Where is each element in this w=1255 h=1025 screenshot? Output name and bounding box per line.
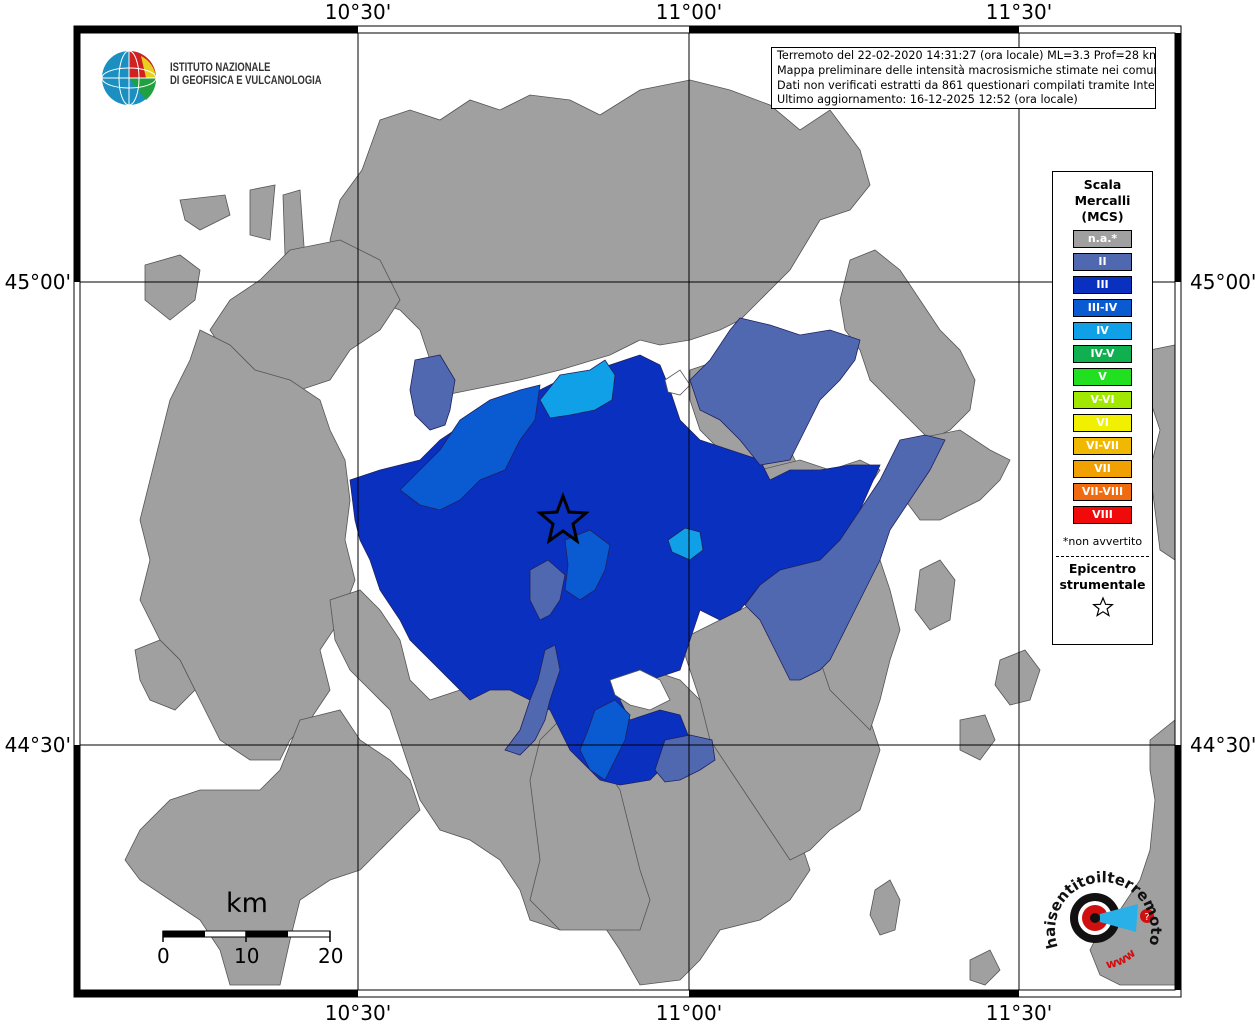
legend-epicenter-label: Epicentro strumentale [1053,561,1152,593]
info-line-2: Mappa preliminare delle intensità macros… [777,63,1156,77]
map-frame [73,25,1182,998]
legend-divider [1056,556,1149,557]
svg-text:?: ? [1144,912,1149,923]
event-info-box: Terremoto del 22-02-2020 14:31:27 (ora l… [771,47,1156,109]
lon-tick-bottom-2: 11°00' [655,1001,723,1025]
legend-items: n.a.* II III III-IV IV IV-V V V-VI VI VI-VII VII VI… [1053,230,1152,524]
legend-epicenter-line: Epicentro [1068,561,1137,576]
legend-item-swatch: VI-VII [1073,437,1132,455]
ingv-logo-icon [101,50,157,106]
legend-epicenter-line: strumentale [1059,577,1146,592]
legend-item-swatch: V-VI [1073,391,1132,409]
legend-item-swatch: III-IV [1073,299,1132,317]
lakes [609,369,691,711]
legend-item-swatch: III [1073,276,1132,294]
legend-title: Scala Mercalli (MCS) [1053,177,1152,225]
region-not-available [124,79,1176,986]
legend-item-swatch: V [1073,368,1132,386]
legend-item-swatch: IV [1073,322,1132,340]
scale-unit: km [226,888,268,919]
legend-item-swatch: VI [1073,414,1132,432]
legend-item-swatch: n.a.* [1073,230,1132,248]
region-intensity-iii-iv [399,384,631,781]
haisentito-logo-icon: ? haisentitoilterremoto.it www. [1038,852,1165,972]
legend-item-swatch: VII [1073,460,1132,478]
scale-label-0: 0 [157,944,170,968]
legend-item-swatch: VII-VIII [1073,483,1132,501]
legend-title-line: Scala [1083,177,1122,192]
ingv-line-1: ISTITUTO NAZIONALE [170,62,271,74]
legend-note: *non avvertito [1062,535,1143,548]
info-line-1: Terremoto del 22-02-2020 14:31:27 (ora l… [777,49,1156,62]
legend-title-line: Mercalli [1074,193,1131,208]
lat-tick-left-2: 44°30' [4,733,71,757]
epicenter-star-icon [536,491,590,545]
region-intensity-ii [409,317,946,783]
legend-item-swatch: IV-V [1073,345,1132,363]
scale-bar [162,930,331,942]
info-line-4: Ultimo aggiornamento: 16-12-2025 12:52 (… [777,93,1078,107]
lon-tick-top-2: 11°00' [655,0,723,24]
legend-item-swatch: II [1073,253,1132,271]
info-line-3: Dati non verificati estratti da 861 ques… [777,78,1156,92]
ingv-name: ISTITUTO NAZIONALE DI GEOFISICA E VULCAN… [170,62,322,88]
lon-tick-top-1: 10°30' [324,0,392,24]
region-intensity-iv [539,359,704,561]
lat-tick-right-1: 45°00' [1190,270,1255,294]
scale-label-10: 10 [234,944,260,968]
lon-tick-bottom-3: 11°30' [985,1001,1053,1025]
lon-tick-top-3: 11°30' [985,0,1053,24]
graticule [80,33,1175,990]
lat-tick-left-1: 45°00' [4,270,71,294]
lon-tick-bottom-1: 10°30' [324,1001,392,1025]
legend-item-swatch: VIII [1073,506,1132,524]
ingv-line-2: DI GEOFISICA E VULCANOLOGIA [170,75,322,87]
lat-tick-right-2: 44°30' [1190,733,1255,757]
intensity-legend: Scala Mercalli (MCS) n.a.* II III III-IV IV I… [1052,171,1153,645]
legend-title-line: (MCS) [1081,209,1124,224]
legend-star-icon [1053,596,1152,622]
scale-label-20: 20 [318,944,344,968]
